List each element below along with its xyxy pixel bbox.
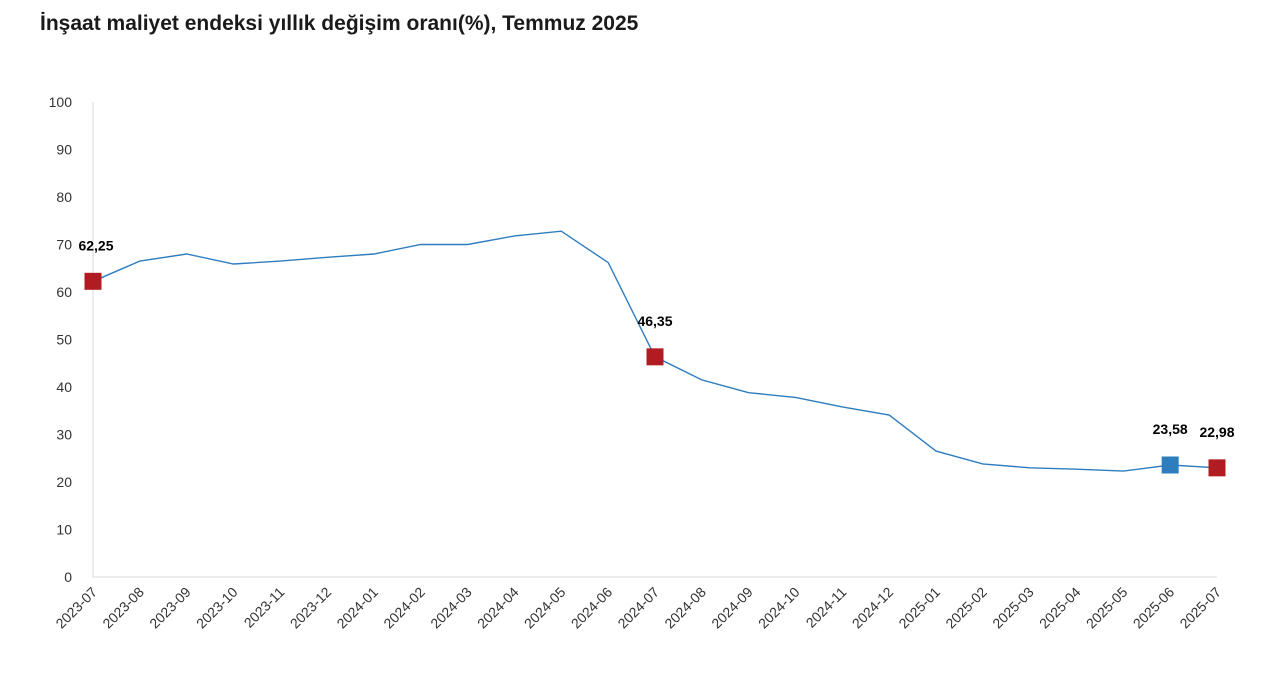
x-tick-label: 2024-04 [474,584,522,632]
y-tick-label: 60 [56,284,72,300]
x-tick-label: 2023-08 [99,584,147,632]
x-tick-label: 2024-01 [333,584,381,632]
x-tick-label: 2024-03 [427,584,475,632]
x-tick-label: 2025-03 [989,584,1037,632]
x-tick-label: 2024-11 [803,584,850,631]
x-tick-label: 2024-07 [614,584,662,632]
x-tick-label: 2024-08 [661,584,709,632]
x-tick-label: 2023-12 [287,584,335,632]
x-tick-label: 2024-10 [755,584,803,632]
x-tick-label: 2023-10 [193,584,241,632]
data-label: 62,25 [78,237,113,253]
x-tick-label: 2024-12 [849,584,897,632]
data-label: 22,98 [1199,424,1234,440]
y-tick-label: 40 [56,379,72,395]
x-tick-label: 2024-02 [380,584,428,632]
x-tick-label: 2023-07 [52,584,100,632]
data-marker [1208,459,1226,477]
y-tick-label: 80 [56,189,72,205]
data-marker [646,348,664,366]
y-tick-label: 0 [64,569,72,585]
x-tick-label: 2024-06 [568,584,616,632]
marker-group [84,272,1226,477]
x-tick-label: 2025-02 [942,584,990,632]
y-tick-label: 30 [56,427,72,443]
data-label-group: 62,25 46,35 23,58 22,98 [78,237,1234,440]
x-tick-label: 2024-05 [521,584,569,632]
x-tick-label: 2025-01 [895,584,943,632]
data-label: 23,58 [1153,421,1188,437]
y-tick-label: 20 [56,474,72,490]
x-tick-label: 2025-06 [1130,584,1178,632]
y-tick-label: 70 [56,237,72,253]
y-tick-label: 90 [56,142,72,158]
x-tick-label: 2025-05 [1083,584,1131,632]
x-tick-label: 2025-07 [1176,584,1224,632]
chart-title: İnşaat maliyet endeksi yıllık değişim or… [40,12,639,35]
x-tick-label: 2023-09 [146,584,194,632]
data-marker [84,272,102,290]
x-tick-label: 2023-11 [241,584,288,631]
y-tick-label: 100 [49,94,73,110]
y-tick-label: 50 [56,332,72,348]
axes [92,102,1217,578]
data-label: 46,35 [637,313,672,329]
y-axis-ticks: 0 10 20 30 40 50 60 70 80 90 100 [49,94,73,585]
x-tick-label: 2025-04 [1036,584,1084,632]
x-axis-ticks: 2023-07 2023-08 2023-09 2023-10 2023-11 2023-… [52,584,1224,632]
data-marker [1161,456,1179,474]
y-tick-label: 10 [56,522,72,538]
x-tick-label: 2024-09 [708,584,756,632]
